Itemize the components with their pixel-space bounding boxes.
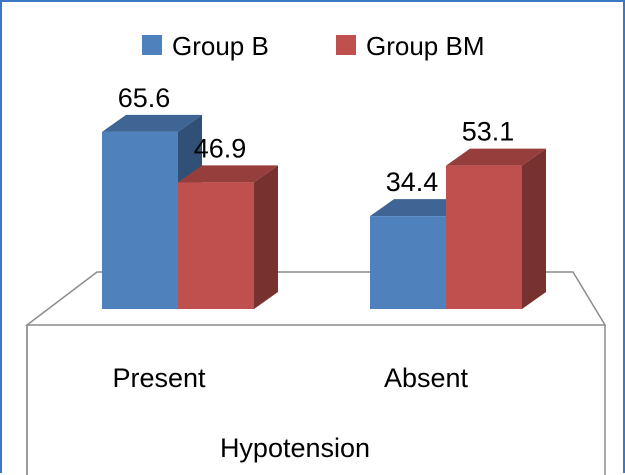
category-label-absent: Absent: [384, 363, 469, 393]
data-label-group-bm-absent: 53.1: [462, 117, 515, 147]
legend-label-group-b: Group B: [172, 31, 269, 61]
data-label-group-b-absent: 34.4: [386, 167, 439, 197]
bar-front-group-bm-absent: [446, 165, 522, 309]
legend-swatch-group-b: [142, 35, 162, 55]
legend-label-group-bm: Group BM: [366, 31, 485, 61]
bar-top-group-bm-present: [178, 165, 278, 183]
bars-group: [102, 114, 546, 309]
legend: Group B Group BM: [142, 31, 485, 61]
bar-front-group-b-present: [102, 131, 178, 309]
data-label-group-b-present: 65.6: [118, 83, 171, 113]
legend-swatch-group-bm: [336, 35, 356, 55]
bar-top-group-bm-absent: [446, 148, 546, 166]
bar-top-group-b-absent: [370, 199, 470, 217]
x-axis-title: Hypotension: [220, 433, 370, 463]
data-labels-group: 65.6 46.9 34.4 53.1: [118, 83, 515, 197]
bar-side-group-bm-present: [254, 165, 278, 309]
category-label-present: Present: [112, 363, 206, 393]
bar-group-bm-absent: [446, 148, 546, 309]
bar-group-bm-present: [178, 165, 278, 309]
bar-side-group-bm-absent: [522, 148, 546, 309]
data-label-group-bm-present: 46.9: [194, 133, 247, 163]
bar-front-group-b-absent: [370, 216, 446, 309]
bar-front-group-bm-present: [178, 182, 254, 309]
bar-top-group-b-present: [102, 114, 202, 132]
